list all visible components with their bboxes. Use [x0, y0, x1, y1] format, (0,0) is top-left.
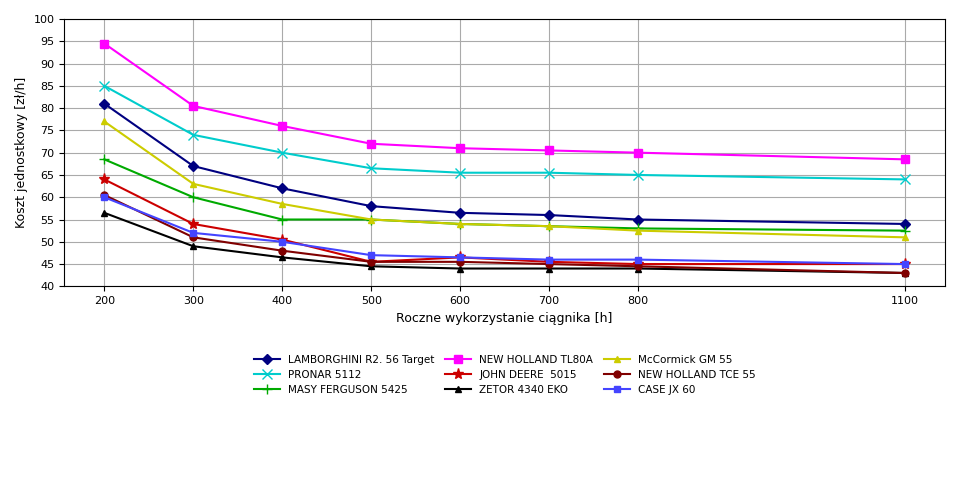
LAMBORGHINI R2. 56 Target: [187, 163, 199, 169]
Y-axis label: Koszt jednostkowy [zł/h]: Koszt jednostkowy [zł/h]: [15, 77, 28, 229]
NEW HOLLAND TL80A: [454, 145, 466, 151]
CASE JX 60: [543, 256, 555, 262]
X-axis label: Roczne wykorzystanie ciągnika [h]: Roczne wykorzystanie ciągnika [h]: [396, 312, 612, 324]
NEW HOLLAND TCE 55: [187, 234, 199, 240]
MASY FERGUSON 5425: [99, 156, 110, 162]
Legend: LAMBORGHINI R2. 56 Target, PRONAR 5112, MASY FERGUSON 5425, NEW HOLLAND TL80A, J: LAMBORGHINI R2. 56 Target, PRONAR 5112, …: [250, 350, 759, 399]
CASE JX 60: [276, 239, 288, 245]
JOHN DEERE  5015: [366, 259, 377, 265]
PRONAR 5112: [900, 176, 911, 182]
JOHN DEERE  5015: [99, 176, 110, 182]
JOHN DEERE  5015: [633, 261, 644, 267]
CASE JX 60: [99, 194, 110, 200]
NEW HOLLAND TL80A: [633, 150, 644, 156]
Line: MASY FERGUSON 5425: MASY FERGUSON 5425: [100, 154, 910, 236]
ZETOR 4340 EKO: [543, 266, 555, 272]
NEW HOLLAND TCE 55: [99, 192, 110, 198]
LAMBORGHINI R2. 56 Target: [454, 210, 466, 216]
PRONAR 5112: [187, 132, 199, 138]
Line: PRONAR 5112: PRONAR 5112: [100, 81, 910, 184]
PRONAR 5112: [99, 83, 110, 89]
Line: JOHN DEERE  5015: JOHN DEERE 5015: [99, 174, 910, 270]
Line: McCormick GM 55: McCormick GM 55: [101, 118, 908, 241]
CASE JX 60: [187, 230, 199, 236]
Line: NEW HOLLAND TL80A: NEW HOLLAND TL80A: [100, 40, 909, 164]
LAMBORGHINI R2. 56 Target: [99, 100, 110, 106]
JOHN DEERE  5015: [187, 221, 199, 227]
NEW HOLLAND TL80A: [543, 148, 555, 154]
ZETOR 4340 EKO: [454, 266, 466, 272]
McCormick GM 55: [900, 234, 911, 240]
MASY FERGUSON 5425: [633, 226, 644, 232]
McCormick GM 55: [633, 228, 644, 234]
ZETOR 4340 EKO: [633, 266, 644, 272]
CASE JX 60: [366, 252, 377, 258]
NEW HOLLAND TCE 55: [900, 270, 911, 276]
JOHN DEERE  5015: [276, 236, 288, 242]
MASY FERGUSON 5425: [454, 221, 466, 227]
McCormick GM 55: [454, 221, 466, 227]
JOHN DEERE  5015: [454, 254, 466, 260]
Line: LAMBORGHINI R2. 56 Target: LAMBORGHINI R2. 56 Target: [101, 100, 908, 228]
MASY FERGUSON 5425: [900, 228, 911, 234]
McCormick GM 55: [276, 201, 288, 207]
LAMBORGHINI R2. 56 Target: [366, 203, 377, 209]
LAMBORGHINI R2. 56 Target: [276, 186, 288, 192]
NEW HOLLAND TL80A: [366, 141, 377, 147]
NEW HOLLAND TL80A: [187, 103, 199, 109]
PRONAR 5112: [543, 170, 555, 175]
NEW HOLLAND TL80A: [276, 123, 288, 129]
McCormick GM 55: [543, 223, 555, 229]
MASY FERGUSON 5425: [276, 216, 288, 222]
Line: ZETOR 4340 EKO: ZETOR 4340 EKO: [101, 210, 908, 276]
LAMBORGHINI R2. 56 Target: [900, 221, 911, 227]
Line: NEW HOLLAND TCE 55: NEW HOLLAND TCE 55: [101, 192, 908, 276]
PRONAR 5112: [633, 172, 644, 178]
Line: CASE JX 60: CASE JX 60: [101, 194, 908, 268]
MASY FERGUSON 5425: [187, 194, 199, 200]
McCormick GM 55: [366, 216, 377, 222]
MASY FERGUSON 5425: [366, 216, 377, 222]
McCormick GM 55: [99, 118, 110, 124]
JOHN DEERE  5015: [543, 259, 555, 265]
PRONAR 5112: [366, 166, 377, 172]
CASE JX 60: [454, 254, 466, 260]
NEW HOLLAND TCE 55: [366, 259, 377, 265]
NEW HOLLAND TCE 55: [543, 261, 555, 267]
ZETOR 4340 EKO: [187, 243, 199, 249]
ZETOR 4340 EKO: [276, 254, 288, 260]
NEW HOLLAND TL80A: [99, 40, 110, 46]
LAMBORGHINI R2. 56 Target: [633, 216, 644, 222]
MASY FERGUSON 5425: [543, 223, 555, 229]
PRONAR 5112: [454, 170, 466, 175]
PRONAR 5112: [276, 150, 288, 156]
ZETOR 4340 EKO: [99, 210, 110, 216]
NEW HOLLAND TCE 55: [276, 248, 288, 254]
NEW HOLLAND TCE 55: [633, 264, 644, 270]
LAMBORGHINI R2. 56 Target: [543, 212, 555, 218]
ZETOR 4340 EKO: [900, 270, 911, 276]
NEW HOLLAND TL80A: [900, 156, 911, 162]
NEW HOLLAND TCE 55: [454, 259, 466, 265]
ZETOR 4340 EKO: [366, 264, 377, 270]
JOHN DEERE  5015: [900, 261, 911, 267]
McCormick GM 55: [187, 181, 199, 187]
CASE JX 60: [633, 256, 644, 262]
CASE JX 60: [900, 261, 911, 267]
